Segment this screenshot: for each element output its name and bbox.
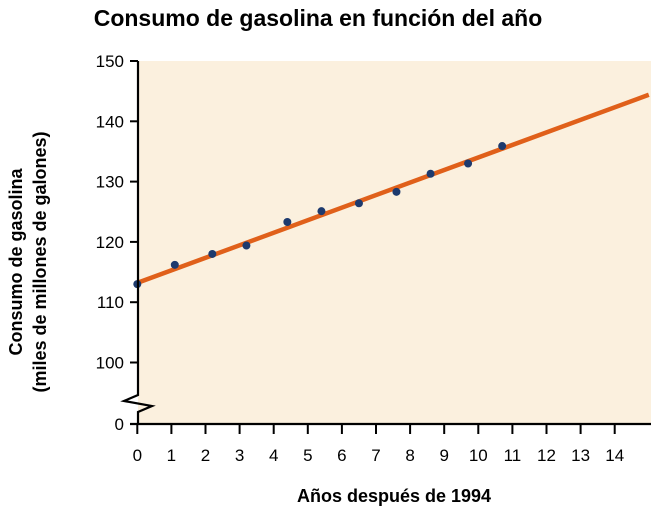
x-tick-label: 11 [504, 446, 522, 465]
x-tick-label: 4 [269, 446, 278, 465]
x-tick-label: 1 [167, 446, 176, 465]
plot-area [138, 61, 651, 424]
y-tick-label: 100 [96, 354, 124, 373]
x-tick-label: 14 [605, 446, 624, 465]
x-tick-label: 7 [371, 446, 380, 465]
y-tick-label: 130 [96, 173, 124, 192]
data-point [354, 199, 363, 208]
x-tick-label: 0 [133, 446, 142, 465]
y-axis-label-line2: (miles de millones de galones) [30, 131, 50, 392]
x-tick-label: 10 [469, 446, 488, 465]
y-tick-label: 110 [97, 293, 124, 312]
chart-title: Consumo de gasolina en función del año [94, 5, 543, 31]
x-tick-label: 9 [439, 446, 448, 465]
x-axis-label: Años después de 1994 [297, 486, 491, 506]
data-point [170, 260, 179, 269]
data-point [498, 142, 507, 151]
x-tick-label: 6 [337, 446, 346, 465]
y-axis-label-line1: Consumo de gasolina [6, 168, 26, 356]
y-tick-label: 0 [115, 415, 124, 434]
trend-line [136, 92, 650, 286]
x-tick-label: 8 [405, 446, 414, 465]
y-tick-label: 150 [96, 52, 124, 71]
y-tick-label: 120 [96, 233, 124, 252]
x-tick-label: 13 [571, 446, 590, 465]
x-tick-label: 3 [235, 446, 244, 465]
x-tick-label: 5 [303, 446, 312, 465]
data-point [208, 249, 217, 258]
x-tick-label: 2 [201, 446, 210, 465]
x-tick-label: 12 [537, 446, 556, 465]
y-tick-label: 140 [96, 112, 124, 131]
data-point [392, 187, 401, 196]
data-point [464, 159, 473, 168]
data-point [426, 169, 435, 178]
data-point [317, 207, 326, 216]
y-axis-with-break [120, 61, 156, 424]
data-point [283, 218, 292, 227]
data-point [242, 241, 251, 250]
